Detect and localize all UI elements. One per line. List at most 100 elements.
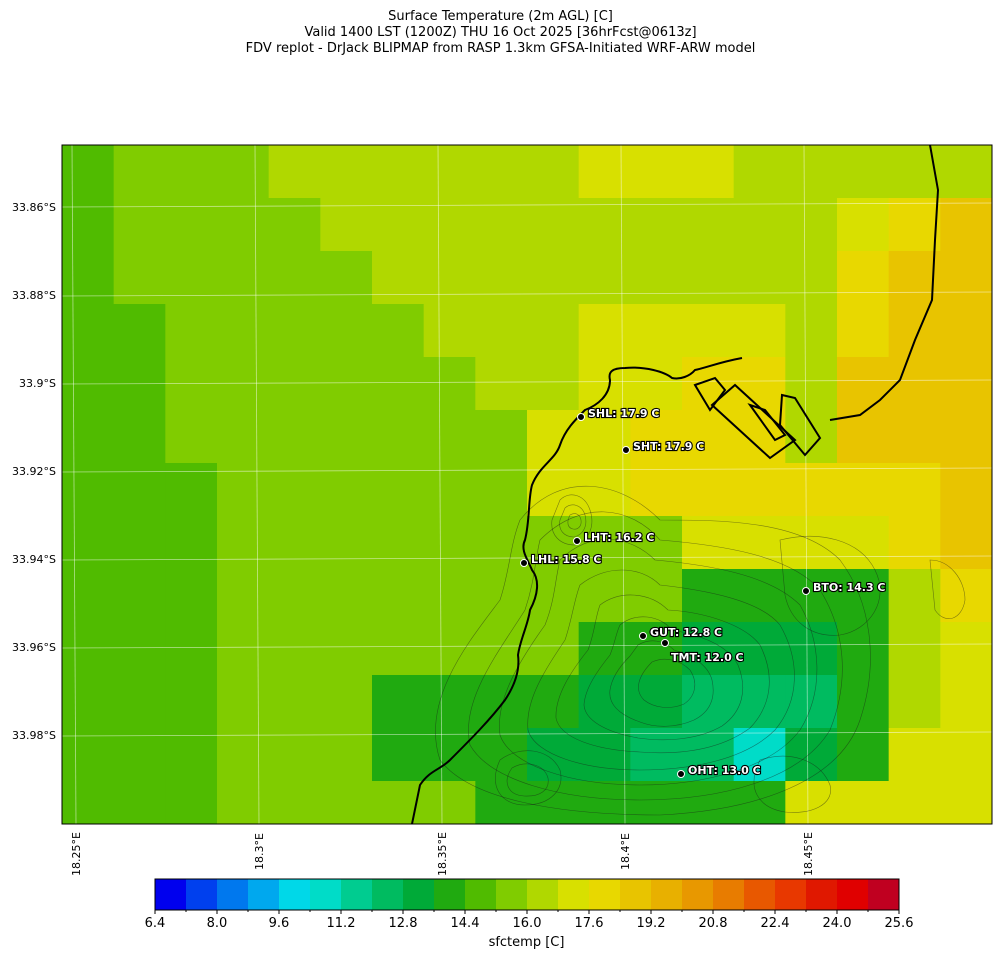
temperature-cell	[733, 516, 786, 570]
temperature-cell	[733, 781, 786, 824]
temperature-cell	[630, 675, 683, 729]
lon-label: 18.3°E	[253, 833, 266, 870]
temperature-cell	[785, 463, 838, 517]
lat-label: 33.98°S	[12, 729, 56, 742]
colorbar-tick: 20.8	[698, 916, 728, 931]
temperature-cell	[165, 304, 218, 358]
temperature-cell	[268, 357, 321, 411]
temperature-cell	[475, 251, 528, 305]
temperature-cell	[837, 357, 890, 411]
temperature-cell	[733, 463, 786, 517]
temperature-cell	[578, 728, 631, 782]
temperature-cell	[888, 304, 941, 358]
temperature-cell	[217, 304, 270, 358]
temperature-cell	[165, 410, 218, 464]
colorbar-swatch	[775, 879, 807, 910]
temperature-cell	[423, 410, 476, 464]
temperature-cell	[113, 675, 166, 729]
temperature-cell	[940, 728, 992, 782]
lon-label: 18.25°E	[70, 832, 83, 876]
temperature-cell	[217, 198, 270, 252]
temperature-cell	[475, 463, 528, 517]
graticule	[62, 145, 992, 824]
station-label: OHT: 13.0 C	[688, 764, 761, 777]
temperature-cell	[268, 410, 321, 464]
colorbar-swatch	[496, 879, 528, 910]
temperature-cell	[268, 675, 321, 729]
temperature-cell	[527, 781, 580, 824]
temperature-cell	[62, 781, 115, 824]
temperature-cell	[940, 145, 992, 199]
lon-label: 18.35°E	[436, 832, 449, 876]
colorbar-swatch	[403, 879, 435, 910]
temperature-cell	[113, 516, 166, 570]
temperature-cell	[268, 781, 321, 824]
temperature-cell	[527, 410, 580, 464]
temperature-cell	[837, 622, 890, 676]
colorbar-swatch	[248, 879, 280, 910]
coastline	[411, 145, 940, 824]
temperature-cell	[733, 622, 786, 676]
lon-label: 18.4°E	[619, 833, 632, 870]
temperature-cell	[62, 198, 115, 252]
temperature-grid	[62, 145, 992, 824]
lat-label: 33.96°S	[12, 641, 56, 654]
temperature-cell	[837, 145, 890, 199]
temperature-cell	[527, 463, 580, 517]
temperature-cell	[113, 622, 166, 676]
colorbar-tick: 6.4	[144, 916, 166, 931]
temperature-cell	[785, 357, 838, 411]
temperature-cell	[837, 569, 890, 623]
temperature-cell	[372, 569, 425, 623]
station-label: LHT: 16.2 C	[584, 531, 654, 544]
colorbar-tick: 24.0	[822, 916, 852, 931]
temperature-cell	[527, 145, 580, 199]
colorbar-tick: 11.2	[326, 916, 356, 931]
terrain-contours	[435, 485, 966, 816]
temperature-cell	[630, 728, 683, 782]
temperature-cell	[733, 569, 786, 623]
temperature-cell	[837, 516, 890, 570]
temperature-cell	[940, 463, 992, 517]
temperature-cell	[475, 728, 528, 782]
temperature-cell	[113, 463, 166, 517]
temperature-cell	[733, 251, 786, 305]
temperature-cell	[62, 463, 115, 517]
temperature-cell	[268, 145, 321, 199]
temperature-cell	[578, 357, 631, 411]
temperature-cell	[113, 304, 166, 358]
temperature-cell	[372, 198, 425, 252]
temperature-cell	[320, 145, 373, 199]
station-label: GUT: 12.8 C	[650, 626, 722, 639]
temperature-cell	[682, 622, 735, 676]
temperature-cell	[475, 198, 528, 252]
colorbar-swatch	[279, 879, 311, 910]
temperature-cell	[217, 728, 270, 782]
temperature-cell	[423, 622, 476, 676]
colorbar-swatch	[372, 879, 404, 910]
temperature-cell	[837, 410, 890, 464]
temperature-cell	[630, 251, 683, 305]
temperature-cell	[527, 728, 580, 782]
temperature-cell	[785, 622, 838, 676]
temperature-cell	[682, 675, 735, 729]
temperature-cell	[320, 781, 373, 824]
temperature-cell	[320, 251, 373, 305]
station-label: LHL: 15.8 C	[531, 553, 602, 566]
temperature-cell	[940, 251, 992, 305]
temperature-cell	[372, 251, 425, 305]
temperature-cell	[217, 781, 270, 824]
temperature-cell	[372, 728, 425, 782]
temperature-cell	[113, 781, 166, 824]
temperature-cell	[475, 145, 528, 199]
temperature-cell	[527, 357, 580, 411]
temperature-cell	[423, 145, 476, 199]
temperature-cell	[62, 569, 115, 623]
temperature-cell	[423, 198, 476, 252]
temperature-cell	[527, 304, 580, 358]
temperature-cell	[785, 675, 838, 729]
temperature-cell	[320, 463, 373, 517]
temperature-cell	[733, 357, 786, 411]
colorbar-swatch	[310, 879, 342, 910]
temperature-cell	[630, 357, 683, 411]
